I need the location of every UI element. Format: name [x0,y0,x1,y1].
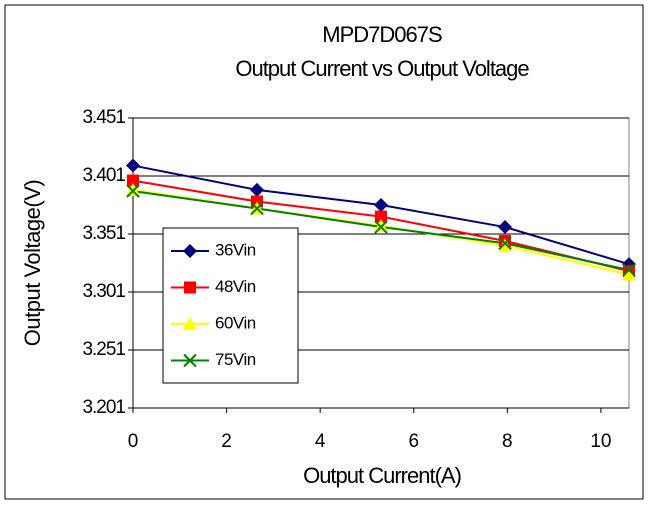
marker [127,174,139,187]
marker [250,182,264,197]
y-tick-label: 3.301 [82,281,125,302]
marker [622,263,636,277]
legend-label: 36Vin [215,240,256,259]
x-tick-label: 8 [502,431,513,452]
y-tick-label: 3.201 [82,397,125,418]
legend-marker [183,244,197,258]
chart-title: MPD7D067S [322,22,442,47]
legend-label: 48Vin [215,277,256,296]
marker [375,210,387,223]
marker [498,238,512,252]
marker [374,220,388,234]
marker [498,236,512,250]
legend-marker [184,281,196,294]
x-tick-label: 2 [221,431,232,452]
legend-label: 75Vin [215,350,256,369]
y-tick-label: 3.401 [82,165,125,186]
x-tick-label: 6 [408,431,419,452]
y-tick-label: 3.251 [82,339,125,360]
marker [498,220,512,235]
marker [250,201,264,216]
marker [374,198,388,212]
marker [126,158,140,173]
legend-marker [183,353,197,368]
y-axis-label: Output Voltage(V) [20,180,45,346]
x-tick-label: 4 [315,431,326,452]
legend-label: 60Vin [215,313,256,332]
legend-marker [183,317,197,330]
marker [374,218,388,232]
x-tick-label: 10 [590,431,611,452]
marker [126,182,140,196]
marker [126,184,140,198]
x-axis-label: Output Current(A) [303,463,461,488]
y-tick-label: 3.451 [82,107,125,128]
y-tick-label: 3.351 [82,223,125,244]
marker [622,267,636,281]
chart-subtitle: Output Current vs Output Voltage [235,56,529,81]
x-tick-label: 0 [128,431,139,452]
